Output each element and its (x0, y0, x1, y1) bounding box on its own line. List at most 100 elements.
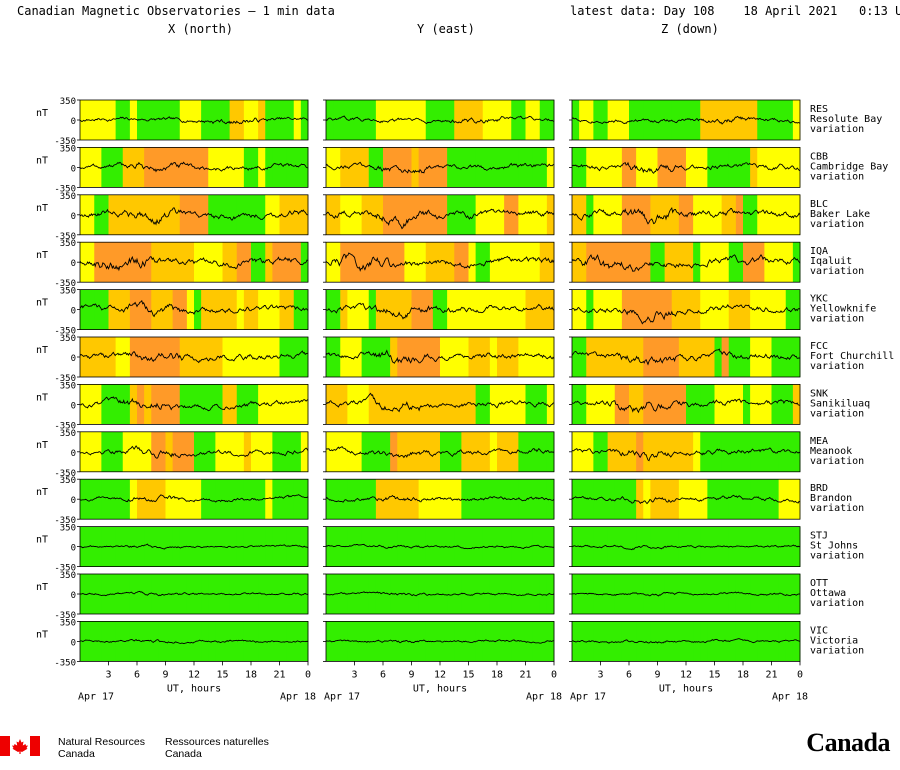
station-variation-iqa: variation (810, 266, 864, 277)
y-tick-label-cbb: -350 (54, 184, 76, 194)
activity-band-mea-0 (122, 431, 145, 472)
y-tick-label-vic: -350 (54, 658, 76, 668)
activity-band-iqa-0 (265, 242, 273, 283)
y-tick-label-iqa: 350 (60, 239, 76, 249)
activity-band-blc-2 (650, 194, 680, 235)
activity-band-mea-0 (165, 431, 174, 472)
activity-band-res-0 (165, 100, 181, 140)
activity-band-ykc-2 (650, 289, 673, 330)
activity-band-brd-1 (404, 479, 420, 520)
activity-band-iqa-1 (489, 242, 498, 283)
activity-band-cbb-2 (657, 147, 687, 188)
x-end-date: Apr 18 (772, 691, 808, 702)
activity-band-brd-1 (525, 479, 548, 520)
activity-band-cbb-1 (447, 147, 477, 188)
activity-band-mea-1 (326, 431, 348, 472)
activity-band-snk-2 (792, 384, 801, 425)
activity-band-cbb-2 (728, 147, 751, 188)
activity-band-brd-0 (293, 479, 302, 520)
x-tick-label: 0 (551, 669, 557, 680)
activity-band-ott-0 (222, 574, 231, 614)
activity-band-res-2 (792, 100, 801, 140)
activity-band-res-1 (333, 100, 355, 140)
activity-band-ott-1 (539, 574, 548, 614)
activity-band-stj-2 (636, 526, 651, 567)
station-name-vic: Victoria (810, 635, 858, 646)
activity-band-stj-1 (397, 526, 427, 567)
activity-band-blc-2 (593, 194, 616, 235)
activity-band-blc-1 (489, 194, 505, 235)
trace-line-iqa-0 (79, 255, 309, 272)
activity-band-ott-2 (778, 574, 801, 614)
activity-band-mea-2 (607, 431, 637, 472)
activity-band-cbb-0 (258, 147, 266, 188)
x-tick-label: 21 (519, 669, 531, 680)
y-unit-label-mea: nT (36, 440, 48, 451)
y-tick-label-blc: -350 (54, 232, 76, 242)
y-unit-label-ott: nT (36, 582, 48, 593)
activity-band-vic-1 (326, 621, 348, 662)
station-variation-brd: variation (810, 503, 864, 514)
activity-band-mea-2 (700, 431, 723, 472)
x-tick-label: 3 (351, 669, 357, 680)
y-unit-label-stj: nT (36, 535, 48, 546)
activity-band-vic-2 (650, 621, 658, 662)
activity-band-cbb-1 (326, 147, 341, 188)
x-start-date: Apr 17 (78, 691, 114, 702)
activity-band-ykc-0 (80, 289, 95, 330)
activity-band-mea-1 (397, 431, 427, 472)
activity-band-ykc-0 (279, 289, 295, 330)
station-variation-res: variation (810, 124, 864, 135)
activity-band-stj-0 (286, 526, 302, 567)
activity-band-ott-0 (129, 574, 152, 614)
activity-band-brd-2 (636, 479, 644, 520)
x-tick-label: 12 (434, 669, 446, 680)
y-unit-label-iqa: nT (36, 250, 48, 261)
activity-band-ykc-1 (504, 289, 526, 330)
trace-line-vic-2 (571, 638, 801, 644)
activity-band-res-0 (129, 100, 138, 140)
activity-band-fcc-1 (390, 337, 398, 377)
activity-band-mea-1 (390, 431, 398, 472)
activity-band-snk-2 (629, 384, 644, 425)
activity-band-ykc-0 (258, 289, 280, 330)
activity-band-mea-2 (643, 431, 666, 472)
activity-band-iqa-1 (468, 242, 477, 283)
activity-band-iqa-1 (475, 242, 491, 283)
activity-band-fcc-2 (721, 337, 730, 377)
activity-band-res-0 (293, 100, 302, 140)
activity-band-iqa-2 (750, 242, 765, 283)
x-end-date: Apr 18 (526, 691, 562, 702)
activity-band-brd-0 (194, 479, 202, 520)
activity-band-snk-1 (368, 384, 398, 425)
activity-band-iqa-1 (326, 242, 341, 283)
activity-band-res-0 (243, 100, 259, 140)
activity-band-brd-0 (137, 479, 166, 520)
activity-band-res-2 (671, 100, 701, 140)
activity-band-snk-0 (272, 384, 302, 425)
activity-band-snk-2 (643, 384, 658, 425)
activity-band-cbb-0 (172, 147, 181, 188)
y-tick-label-res: -350 (54, 137, 76, 147)
activity-band-snk-0 (194, 384, 223, 425)
x-tick-label: 15 (216, 669, 228, 680)
station-variation-vic: variation (810, 645, 864, 656)
y-tick-label-fcc: -350 (54, 374, 76, 384)
activity-band-res-0 (258, 100, 266, 140)
activity-band-brd-0 (101, 479, 131, 520)
activity-band-fcc-0 (208, 337, 223, 377)
activity-band-iqa-0 (94, 242, 124, 283)
activity-band-fcc-0 (115, 337, 131, 377)
activity-band-iqa-1 (390, 242, 405, 283)
trace-line-iqa-2 (571, 254, 801, 272)
activity-band-iqa-1 (497, 242, 512, 283)
trace-line-fcc-1 (325, 349, 555, 364)
activity-band-ykc-2 (735, 289, 744, 330)
activity-band-brd-2 (778, 479, 801, 520)
activity-band-iqa-0 (272, 242, 302, 283)
activity-band-ykc-0 (108, 289, 131, 330)
activity-band-ott-2 (572, 574, 594, 614)
activity-band-blc-0 (94, 194, 109, 235)
activity-band-blc-0 (80, 194, 95, 235)
activity-band-vic-1 (532, 621, 555, 662)
